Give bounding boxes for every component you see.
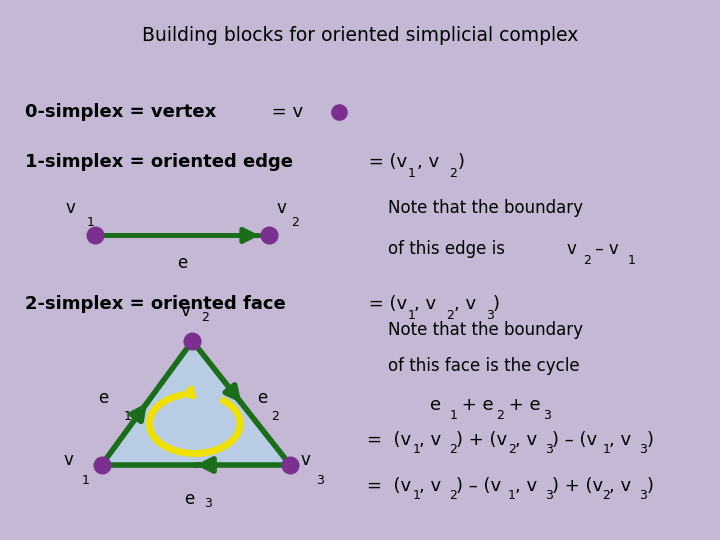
Text: 1: 1 — [508, 489, 516, 502]
Text: 3: 3 — [639, 489, 647, 502]
Text: Note that the boundary: Note that the boundary — [388, 199, 583, 217]
Text: v: v — [276, 199, 286, 217]
Text: , v: , v — [609, 477, 631, 495]
Text: 0-simplex = vertex: 0-simplex = vertex — [24, 103, 216, 120]
Text: 3: 3 — [316, 474, 324, 487]
Text: 2: 2 — [449, 167, 457, 180]
Text: , v: , v — [454, 295, 476, 313]
Text: , v: , v — [609, 431, 631, 449]
Text: 1: 1 — [408, 167, 415, 180]
Text: 1: 1 — [628, 254, 635, 267]
Text: 2: 2 — [449, 489, 457, 502]
Text: 1: 1 — [123, 410, 131, 423]
Text: e: e — [177, 254, 187, 272]
Text: + e: + e — [456, 396, 494, 414]
Text: e: e — [184, 490, 194, 508]
Text: , v: , v — [419, 477, 441, 495]
Text: =  (v: = (v — [367, 477, 411, 495]
Text: 2: 2 — [449, 443, 457, 456]
Text: 1: 1 — [413, 489, 420, 502]
Text: 1: 1 — [82, 474, 90, 487]
Text: 2: 2 — [603, 489, 611, 502]
Text: 3: 3 — [545, 443, 553, 456]
Text: v: v — [66, 199, 75, 217]
Text: v: v — [301, 451, 310, 469]
Text: =  (v: = (v — [367, 431, 411, 449]
Text: ) + (v: ) + (v — [552, 477, 603, 495]
Text: v: v — [63, 451, 73, 469]
Text: v: v — [181, 302, 190, 320]
Text: 3: 3 — [486, 309, 494, 322]
Text: ): ) — [492, 295, 500, 313]
Text: 2: 2 — [583, 254, 591, 267]
Text: 3: 3 — [204, 497, 212, 510]
Text: 1: 1 — [86, 215, 94, 228]
Text: 2-simplex = oriented face: 2-simplex = oriented face — [24, 295, 286, 313]
Text: e: e — [256, 389, 267, 407]
Text: e: e — [99, 389, 109, 407]
Text: ) + (v: ) + (v — [456, 431, 508, 449]
Text: ) – (v: ) – (v — [552, 431, 597, 449]
Text: , v: , v — [515, 477, 537, 495]
Text: 1-simplex = oriented edge: 1-simplex = oriented edge — [24, 153, 293, 171]
Text: , v: , v — [415, 295, 436, 313]
Text: 2: 2 — [292, 215, 300, 228]
Text: 1: 1 — [408, 309, 415, 322]
Text: ) – (v: ) – (v — [456, 477, 502, 495]
Text: , v: , v — [418, 153, 439, 171]
Polygon shape — [102, 341, 290, 465]
Text: , v: , v — [515, 431, 537, 449]
Text: – v: – v — [590, 240, 619, 258]
Text: v: v — [566, 240, 576, 258]
Text: 2: 2 — [496, 409, 504, 422]
Text: 3: 3 — [545, 489, 553, 502]
Text: ): ) — [647, 477, 653, 495]
Text: ): ) — [647, 431, 653, 449]
Text: , v: , v — [419, 431, 441, 449]
Text: 2: 2 — [446, 309, 454, 322]
Text: ): ) — [458, 153, 465, 171]
Text: 1: 1 — [449, 409, 457, 422]
Text: 2: 2 — [508, 443, 516, 456]
Text: 1: 1 — [603, 443, 611, 456]
Text: + e: + e — [503, 396, 541, 414]
Text: 2: 2 — [201, 310, 209, 323]
Text: = v: = v — [266, 103, 303, 120]
Text: = (v: = (v — [364, 295, 408, 313]
Text: of this edge is: of this edge is — [388, 240, 505, 258]
Text: 3: 3 — [543, 409, 551, 422]
Text: e: e — [430, 396, 441, 414]
Text: Note that the boundary: Note that the boundary — [388, 321, 583, 339]
Text: 3: 3 — [639, 443, 647, 456]
Text: Building blocks for oriented simplicial complex: Building blocks for oriented simplicial … — [142, 25, 578, 45]
Text: 1: 1 — [413, 443, 420, 456]
Text: = (v: = (v — [364, 153, 408, 171]
Text: of this face is the cycle: of this face is the cycle — [388, 357, 580, 375]
Text: 2: 2 — [271, 410, 279, 423]
